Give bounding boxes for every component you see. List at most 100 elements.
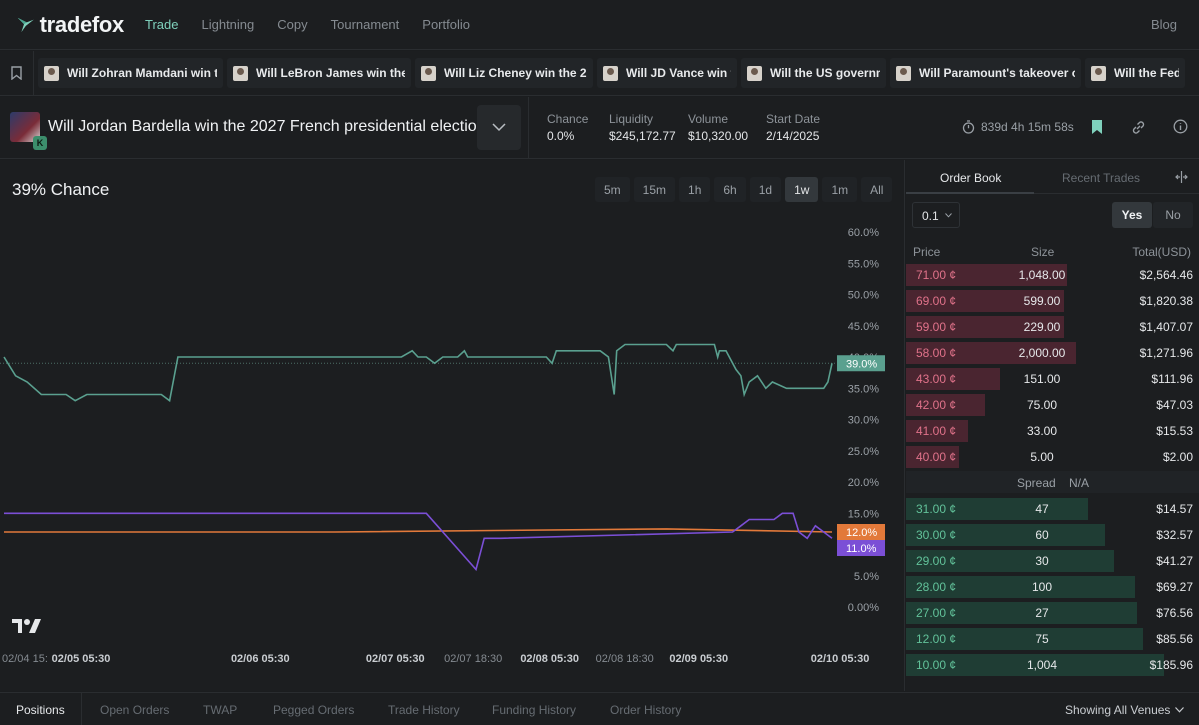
ask-row[interactable]: 40.00 ¢ 5.00 $2.00	[906, 445, 1199, 469]
info-icon[interactable]	[1173, 119, 1188, 134]
market-dropdown-button[interactable]	[477, 105, 521, 150]
ticker-label: Will Liz Cheney win the 20	[444, 66, 587, 80]
ticker-thumb	[747, 65, 762, 81]
ticker-label: Will the US governme	[770, 66, 880, 80]
kalshi-badge: K	[33, 136, 47, 150]
ask-row[interactable]: 42.00 ¢ 75.00 $47.03	[906, 393, 1199, 417]
x-tick-label: 02/10 05:30	[811, 653, 870, 665]
bottom-tab-funding-history[interactable]: Funding History	[492, 703, 577, 717]
order-size: 47	[1035, 502, 1049, 516]
tab-order-book[interactable]: Order Book	[940, 171, 1002, 185]
link-icon[interactable]	[1131, 120, 1146, 135]
x-tick-label: 02/07 18:30	[444, 653, 502, 665]
stat-volume: Volume $10,320.00	[688, 112, 748, 143]
ticker-item[interactable]: Will the Fede	[1085, 58, 1185, 88]
stat-start-date: Start Date 2/14/2025	[766, 112, 820, 143]
nav-copy[interactable]: Copy	[277, 17, 308, 32]
order-total: $47.03	[1156, 398, 1193, 412]
bottom-tab-open-orders[interactable]: Open Orders	[100, 703, 170, 717]
ask-row[interactable]: 69.00 ¢ 599.00 $1,820.38	[906, 289, 1199, 313]
depth-bar	[906, 368, 1000, 390]
range-All[interactable]: All	[861, 177, 893, 202]
ticker-item[interactable]: Will Paramount's takeover of	[890, 58, 1081, 88]
x-tick-label: 02/09 05:30	[669, 653, 728, 665]
ticker-item[interactable]: Will JD Vance win the	[597, 58, 737, 88]
order-size: 599.00	[1023, 294, 1061, 308]
bid-row[interactable]: 28.00 ¢ 100 $69.27	[906, 575, 1199, 599]
market-header: K Will Jordan Bardella win the 2027 Fren…	[0, 97, 1199, 159]
bottom-tab-pegged-orders[interactable]: Pegged Orders	[273, 703, 355, 717]
stat-value: 2/14/2025	[766, 129, 820, 143]
order-size: 151.00	[1023, 372, 1061, 386]
ticker-item[interactable]: Will the US governme	[741, 58, 886, 88]
ticker-thumb	[603, 65, 618, 81]
order-total: $111.96	[1151, 372, 1193, 386]
yes-outcome-button[interactable]: Yes	[1112, 202, 1152, 228]
bid-row[interactable]: 27.00 ¢ 27 $76.56	[906, 601, 1199, 625]
depth-bar	[906, 498, 1088, 520]
order-total: $76.56	[1156, 606, 1193, 620]
ask-row[interactable]: 43.00 ¢ 151.00 $111.96	[906, 367, 1199, 391]
tab-recent-trades[interactable]: Recent Trades	[1062, 171, 1141, 185]
venues-filter[interactable]: Showing All Venues	[1065, 703, 1171, 717]
range-5m[interactable]: 5m	[595, 177, 630, 202]
order-price: 59.00 ¢	[916, 320, 957, 334]
range-1m[interactable]: 1m	[822, 177, 858, 202]
price-chart[interactable]: 60.0%55.0%50.0%45.0%40.0%35.0%30.0%25.0%…	[0, 160, 905, 691]
tradingview-logo-icon	[12, 619, 41, 633]
range-1d[interactable]: 1d	[749, 177, 782, 202]
bid-row[interactable]: 31.00 ¢ 47 $14.57	[906, 497, 1199, 521]
nav-lightning[interactable]: Lightning	[201, 17, 255, 32]
ask-row[interactable]: 59.00 ¢ 229.00 $1,407.07	[906, 315, 1199, 339]
y-tick-label: 55.0%	[848, 258, 879, 270]
fox-logo-icon	[17, 17, 34, 32]
bid-row[interactable]: 10.00 ¢ 1,004 $185.96	[906, 653, 1199, 677]
bottom-tab-positions[interactable]: Positions	[16, 703, 65, 717]
depth-bar	[906, 602, 1138, 624]
ticker-label: Will Zohran Mamdani win the	[67, 66, 217, 80]
range-1w[interactable]: 1w	[785, 177, 819, 202]
time-range-selector: 5m 15m 1h 6h 1d 1w 1m All	[591, 177, 893, 202]
ticker-thumb	[1091, 65, 1106, 81]
y-tick-label: 30.0%	[848, 415, 879, 427]
ticker-item[interactable]: Will LeBron James win the 2	[227, 58, 411, 88]
bottom-tab-twap[interactable]: TWAP	[203, 703, 238, 717]
ticker-bookmark-button[interactable]	[0, 51, 34, 95]
order-total: $1,271.96	[1139, 346, 1193, 360]
ask-row[interactable]: 58.00 ¢ 2,000.00 $1,271.96	[906, 341, 1199, 365]
bookmark-icon	[11, 66, 22, 80]
order-price: 69.00 ¢	[916, 294, 957, 308]
range-6h[interactable]: 6h	[714, 177, 746, 202]
ticker-item[interactable]: Will Zohran Mamdani win the	[38, 58, 223, 88]
logo-text: tradefox	[39, 11, 125, 37]
logo[interactable]: tradefox	[16, 12, 124, 38]
depth-bar	[906, 550, 1115, 572]
bottom-tab-order-history[interactable]: Order History	[610, 703, 682, 717]
bid-row[interactable]: 29.00 ¢ 30 $41.27	[906, 549, 1199, 573]
bookmark-filled-icon[interactable]	[1091, 119, 1103, 135]
ask-row[interactable]: 71.00 ¢ 1,048.00 $2,564.46	[906, 263, 1199, 287]
price-chart-panel: 39% Chance 5m 15m 1h 6h 1d 1w 1m All 60.0% 55.0%…	[0, 160, 905, 691]
chevron-down-icon[interactable]	[1175, 707, 1184, 713]
split-view-icon[interactable]	[1175, 171, 1188, 183]
chance-title: 39% Chance	[12, 180, 110, 199]
ticker-item[interactable]: Will Liz Cheney win the 20	[415, 58, 593, 88]
order-total: $69.27	[1156, 580, 1193, 594]
order-price: 31.00 ¢	[916, 502, 957, 516]
bid-row[interactable]: 12.00 ¢ 75 $85.56	[906, 627, 1199, 651]
nav-trade[interactable]: Trade	[145, 17, 179, 32]
price-step-select[interactable]: 0.1	[912, 202, 960, 228]
bid-row[interactable]: 30.00 ¢ 60 $32.57	[906, 523, 1199, 547]
range-15m[interactable]: 15m	[633, 177, 676, 202]
ask-row[interactable]: 41.00 ¢ 33.00 $15.53	[906, 419, 1199, 443]
nav-tournament[interactable]: Tournament	[330, 17, 400, 32]
x-tick-label: 02/08 18:30	[596, 653, 654, 665]
nav-portfolio[interactable]: Portfolio	[422, 17, 470, 32]
no-outcome-button[interactable]: No	[1153, 202, 1193, 228]
bottom-tab-trade-history[interactable]: Trade History	[388, 703, 460, 717]
nav-blog-link[interactable]: Blog	[1150, 17, 1177, 32]
countdown-value: 839d 4h 15m 58s	[981, 120, 1074, 134]
order-total: $15.53	[1156, 424, 1193, 438]
range-1h[interactable]: 1h	[679, 177, 711, 202]
order-size: 30	[1035, 554, 1049, 568]
